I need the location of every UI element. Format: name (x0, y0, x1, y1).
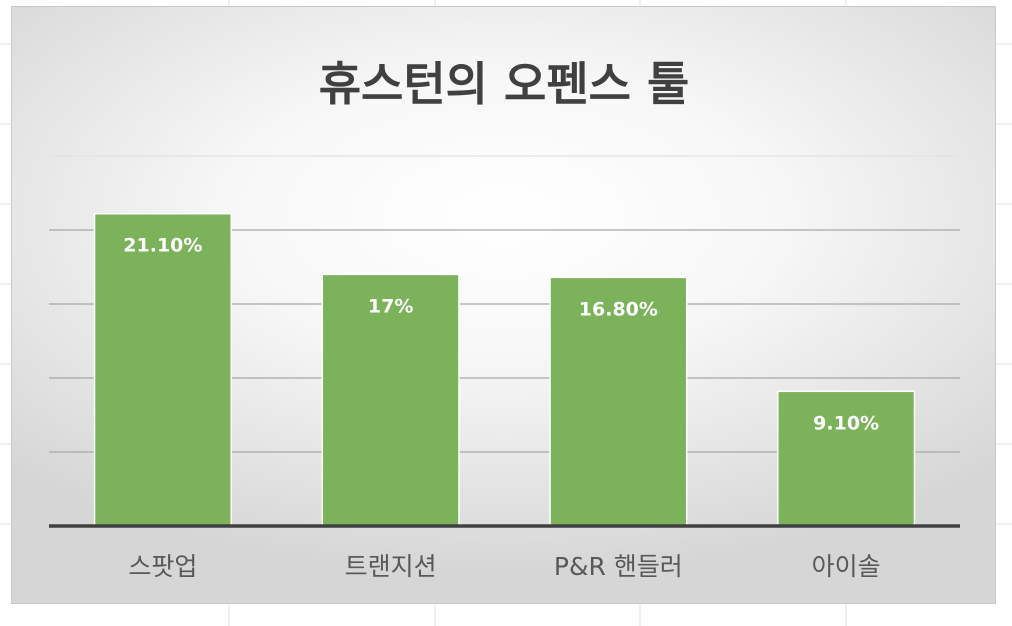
data-label: 21.10% (123, 235, 202, 257)
bar (93, 212, 232, 527)
category-label: 스팟업 (128, 552, 197, 581)
data-label: 9.10% (813, 412, 879, 434)
bar-chart: 휴스턴의 오펜스 툴 21.10% 17% 16.80% 9.10% 스팟업 트랜지션 P… (49, 57, 960, 581)
category-label: 아이솔 (812, 552, 881, 581)
data-labels: 21.10% 17% 16.80% 9.10% (123, 235, 879, 435)
category-labels: 스팟업 트랜지션 P&R 핸들러 아이솔 (128, 552, 880, 581)
category-label: P&R 핸들러 (554, 552, 683, 581)
data-label: 17% (368, 295, 413, 317)
data-label: 16.80% (579, 298, 658, 320)
category-label: 트랜지션 (345, 552, 437, 581)
bars (93, 212, 916, 527)
chart-title: 휴스턴의 오펜스 툴 (319, 57, 690, 111)
bar (321, 273, 460, 527)
chart-area[interactable]: 휴스턴의 오펜스 툴 21.10% 17% 16.80% 9.10% 스팟업 트랜지션 P… (11, 6, 996, 604)
